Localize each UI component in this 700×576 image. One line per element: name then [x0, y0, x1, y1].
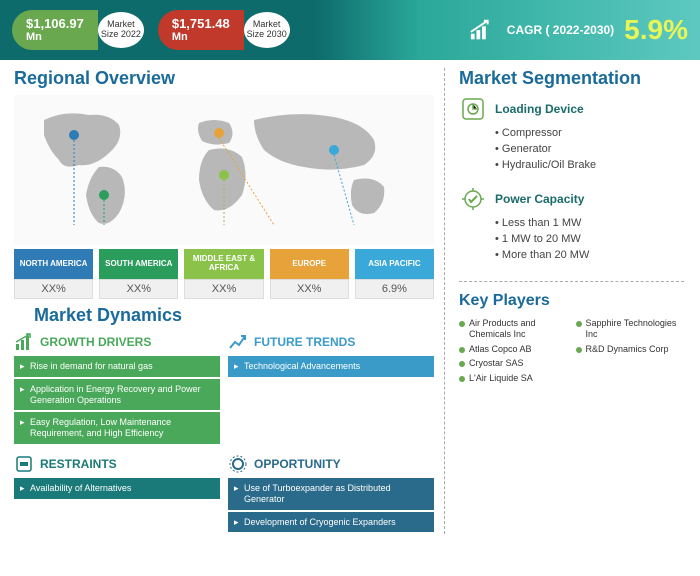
- dynamics-block: OPPORTUNITY Use of Turboexpander as Distr…: [228, 454, 434, 534]
- dynamics-icon: [14, 454, 34, 474]
- keyplayer-item: Cryostar SAS: [459, 358, 568, 369]
- dynamics-item: Application in Energy Recovery and Power…: [14, 379, 220, 411]
- market-size-2030-pill: $1,751.48 Mn Market Size 2030: [158, 10, 292, 50]
- cagr-value: 5.9%: [624, 14, 688, 46]
- dynamics-item: Development of Cryogenic Expanders: [228, 512, 434, 533]
- keyplayer-item: R&D Dynamics Corp: [576, 344, 685, 355]
- keyplayer-item: [576, 373, 685, 384]
- dynamics-icon: [228, 332, 248, 352]
- world-map: [14, 95, 434, 245]
- region-pct: XX%: [14, 279, 93, 299]
- keyplayer-item: L'Air Liquide SA: [459, 373, 568, 384]
- region-box: ASIA PACIFIC6.9%: [355, 249, 434, 299]
- bullet-icon: [576, 321, 582, 327]
- bullet-icon: [459, 361, 465, 367]
- dynamics-item: Use of Turboexpander as Distributed Gene…: [228, 478, 434, 510]
- dynamics-item: Easy Regulation, Low Maintenance Require…: [14, 412, 220, 444]
- dynamics-block: RESTRAINTS Availability of Alternatives: [14, 454, 220, 534]
- region-name: ASIA PACIFIC: [355, 249, 434, 279]
- segmentation-block: Power Capacity Less than 1 MW 1 MW to 20 M…: [459, 185, 684, 261]
- segmentation-icon: [459, 95, 487, 123]
- region-box: SOUTH AMERICAXX%: [99, 249, 178, 299]
- dynamics-item: Technological Advancements: [228, 356, 434, 377]
- segmentation-item: Generator: [495, 143, 684, 155]
- dynamics-icon: [228, 454, 248, 474]
- pill2-value: $1,751.48: [172, 17, 230, 31]
- segmentation-groups: Loading Device Compressor Generator Hydraul…: [459, 95, 684, 261]
- dynamics-head: RESTRAINTS: [14, 454, 220, 474]
- segmentation-title: Market Segmentation: [459, 68, 684, 89]
- dynamics-title: Market Dynamics: [34, 305, 434, 326]
- cagr-block: CAGR ( 2022-2030) 5.9%: [469, 14, 688, 46]
- keyplayer-item: Sapphire Technologies Inc: [576, 318, 685, 340]
- keyplayer-item: [576, 358, 685, 369]
- bullet-icon: [459, 321, 465, 327]
- dynamics-item: Availability of Alternatives: [14, 478, 220, 499]
- market-size-2022-pill: $1,106.97 Mn Market Size 2022: [12, 10, 146, 50]
- segmentation-item: More than 20 MW: [495, 249, 684, 261]
- region-pct: XX%: [184, 279, 263, 299]
- keyplayer-item: Atlas Copco AB: [459, 344, 568, 355]
- region-pct: 6.9%: [355, 279, 434, 299]
- dynamics-block: FUTURE TRENDS Technological Advancements: [228, 332, 434, 446]
- segmentation-icon: [459, 185, 487, 213]
- bullet-icon: [459, 347, 465, 353]
- bullet-icon: [459, 376, 465, 382]
- keyplayers-title: Key Players: [459, 281, 684, 310]
- dynamics-block: GROWTH DRIVERS Rise in demand for natural…: [14, 332, 220, 446]
- dynamics-head: GROWTH DRIVERS: [14, 332, 220, 352]
- pill1-unit: Mn: [26, 31, 84, 43]
- segmentation-group-title: Loading Device: [495, 102, 584, 116]
- region-name: NORTH AMERICA: [14, 249, 93, 279]
- cagr-label: CAGR ( 2022-2030): [507, 23, 614, 37]
- segmentation-group-title: Power Capacity: [495, 192, 584, 206]
- region-name: MIDDLE EAST & AFRICA: [184, 249, 263, 279]
- dynamics-grid: GROWTH DRIVERS Rise in demand for natural…: [14, 332, 434, 534]
- pill2-label: Market Size 2030: [244, 12, 290, 48]
- region-name: SOUTH AMERICA: [99, 249, 178, 279]
- pill1-label: Market Size 2022: [98, 12, 144, 48]
- regional-title: Regional Overview: [14, 68, 434, 89]
- segmentation-item: Hydraulic/Oil Brake: [495, 159, 684, 171]
- header-bar: $1,106.97 Mn Market Size 2022 $1,751.48 …: [0, 0, 700, 60]
- segmentation-block: Loading Device Compressor Generator Hydraul…: [459, 95, 684, 171]
- keyplayers-grid: Air Products and Chemicals Inc Sapphire T…: [459, 318, 684, 384]
- dynamics-head: FUTURE TRENDS: [228, 332, 434, 352]
- region-pct: XX%: [270, 279, 349, 299]
- segmentation-item: Less than 1 MW: [495, 217, 684, 229]
- region-box: MIDDLE EAST & AFRICAXX%: [184, 249, 263, 299]
- region-pct: XX%: [99, 279, 178, 299]
- dynamics-icon: [14, 332, 34, 352]
- growth-chart-icon: [469, 18, 497, 42]
- region-name: EUROPE: [270, 249, 349, 279]
- segmentation-item: 1 MW to 20 MW: [495, 233, 684, 245]
- region-box: EUROPEXX%: [270, 249, 349, 299]
- segmentation-head: Loading Device: [459, 95, 684, 123]
- segmentation-head: Power Capacity: [459, 185, 684, 213]
- dynamics-item: Rise in demand for natural gas: [14, 356, 220, 377]
- segmentation-item: Compressor: [495, 127, 684, 139]
- region-box: NORTH AMERICAXX%: [14, 249, 93, 299]
- pill1-value: $1,106.97: [26, 17, 84, 31]
- region-boxes: NORTH AMERICAXX%SOUTH AMERICAXX%MIDDLE E…: [14, 249, 434, 299]
- keyplayer-item: Air Products and Chemicals Inc: [459, 318, 568, 340]
- bullet-icon: [576, 347, 582, 353]
- pill2-unit: Mn: [172, 31, 230, 43]
- dynamics-head: OPPORTUNITY: [228, 454, 434, 474]
